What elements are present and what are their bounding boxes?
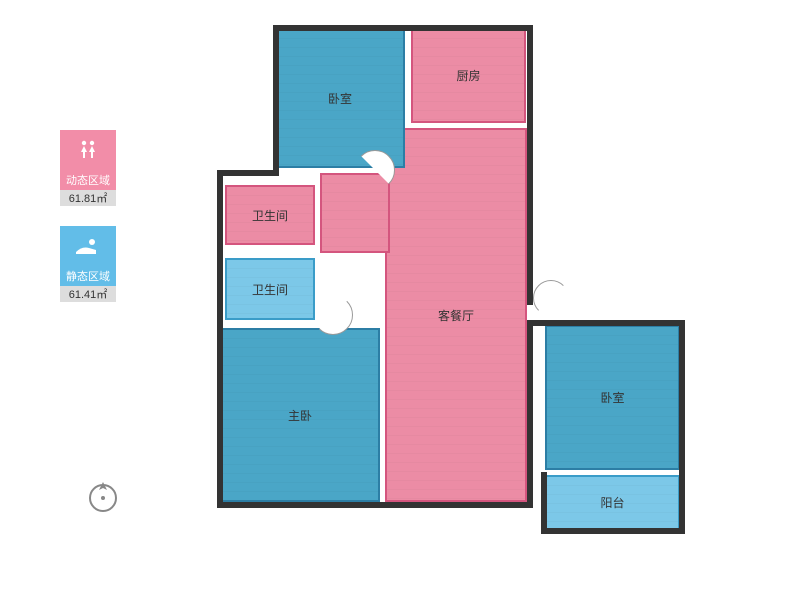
legend-dynamic-value: 61.81㎡: [60, 190, 116, 206]
room-master_bedroom: 主卧: [220, 328, 380, 502]
room-label-bedroom_right: 卧室: [600, 389, 624, 406]
room-bathroom1: 卫生间: [225, 185, 315, 245]
dynamic-zone-icon: [60, 130, 116, 170]
compass-icon: [85, 480, 121, 521]
room-label-balcony: 阳台: [600, 494, 624, 511]
wall-6: [527, 25, 533, 305]
room-balcony: 阳台: [545, 475, 680, 530]
wall-7: [527, 320, 685, 326]
wall-3: [217, 170, 223, 506]
wall-0: [273, 25, 531, 31]
door-arc-1: [313, 295, 353, 335]
room-label-bedroom_top: 卧室: [328, 90, 352, 107]
wall-8: [679, 320, 685, 534]
wall-5: [527, 320, 533, 506]
legend: 动态区域 61.81㎡ 静态区域 61.41㎡: [60, 130, 120, 322]
room-bedroom_top: 卧室: [275, 28, 405, 168]
room-label-living: 客餐厅: [438, 307, 474, 324]
legend-static-label: 静态区域: [60, 266, 116, 286]
door-arc-2: [533, 280, 569, 316]
room-bathroom2: 卫生间: [225, 258, 315, 320]
legend-dynamic-label: 动态区域: [60, 170, 116, 190]
room-living: 客餐厅: [385, 128, 527, 502]
wall-2: [217, 170, 279, 176]
room-label-bathroom2: 卫生间: [252, 281, 288, 298]
room-kitchen: 厨房: [411, 28, 526, 123]
room-living_ext: [320, 173, 390, 253]
room-label-master_bedroom: 主卧: [288, 407, 312, 424]
legend-static-value: 61.41㎡: [60, 286, 116, 302]
room-label-bathroom1: 卫生间: [252, 207, 288, 224]
wall-1: [273, 25, 279, 175]
room-label-kitchen: 厨房: [456, 67, 480, 84]
static-zone-icon: [60, 226, 116, 266]
room-bedroom_right: 卧室: [545, 325, 680, 470]
wall-10: [541, 472, 547, 532]
wall-4: [217, 502, 533, 508]
legend-dynamic: 动态区域 61.81㎡: [60, 130, 120, 206]
legend-static: 静态区域 61.41㎡: [60, 226, 120, 302]
wall-9: [541, 528, 685, 534]
floorplan: 客餐厅厨房卧室卫生间卫生间主卧卧室阳台: [215, 20, 715, 580]
